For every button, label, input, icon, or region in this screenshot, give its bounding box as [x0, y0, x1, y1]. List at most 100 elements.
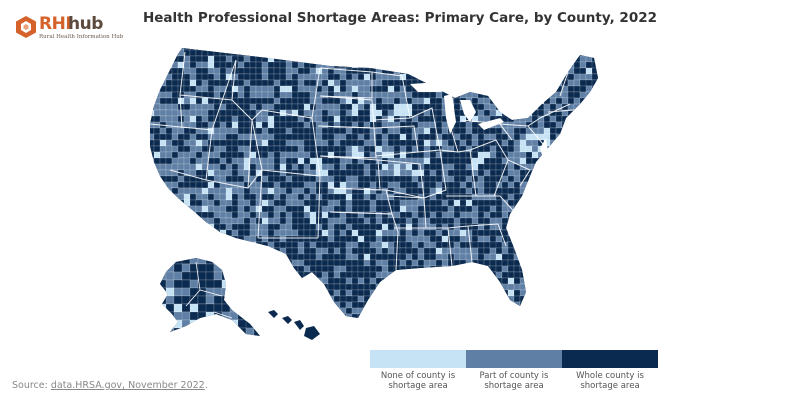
county-cell: [573, 79, 581, 87]
county-cell: [255, 259, 263, 267]
county-cell: [555, 313, 569, 318]
county-cell: [387, 48, 401, 51]
county-cell: [231, 283, 245, 291]
county-cell: [399, 67, 407, 75]
county-cell: [579, 241, 593, 249]
county-cell: [424, 320, 436, 326]
county-cell: [291, 175, 299, 183]
county-cell: [237, 127, 245, 135]
county-cell: [483, 91, 497, 99]
county-cell: [261, 217, 269, 225]
county-cell: [597, 217, 598, 225]
county-cell: [483, 79, 497, 87]
county-cell: [267, 277, 281, 285]
county-cell: [573, 145, 587, 153]
county-cell: [417, 253, 425, 261]
county-cell: [225, 295, 233, 303]
county-cell: [453, 289, 461, 297]
county-cell: [195, 115, 203, 123]
county-cell: [267, 181, 275, 189]
county-cell: [447, 61, 461, 69]
county-cell: [399, 211, 407, 219]
county-cell: [249, 151, 257, 159]
county-cell: [579, 259, 587, 267]
county-cell: [297, 313, 305, 318]
county-cell: [435, 73, 443, 81]
county-cell: [150, 223, 155, 231]
county-cell: [195, 157, 203, 165]
county-cell: [507, 229, 515, 237]
county-cell: [483, 313, 491, 318]
county-cell: [150, 121, 155, 129]
county-cell: [513, 67, 521, 75]
county-cell: [561, 115, 575, 123]
county-cell: [213, 67, 221, 75]
county-cell: [279, 115, 287, 123]
county-cell: [501, 67, 509, 75]
county-cell: [154, 320, 160, 326]
county-cell: [303, 241, 311, 249]
county-cell: [549, 283, 557, 291]
county-cell: [543, 193, 557, 201]
county-cell: [417, 48, 425, 51]
county-cell: [411, 121, 419, 129]
county-cell: [205, 258, 215, 265]
county-cell: [567, 271, 581, 279]
county-cell: [165, 151, 173, 159]
county-cell: [447, 175, 455, 183]
county-cell: [579, 253, 593, 261]
county-cell: [573, 91, 581, 99]
county-cell: [495, 241, 503, 249]
county-cell: [315, 181, 323, 189]
county-cell: [591, 301, 598, 309]
county-cell: [507, 295, 515, 303]
county-cell: [471, 313, 485, 318]
county-cell: [567, 187, 581, 195]
county-cell: [237, 187, 245, 195]
county-cell: [159, 253, 167, 261]
county-cell: [555, 115, 563, 123]
county-cell: [555, 259, 563, 267]
county-cell: [459, 235, 467, 243]
county-cell: [591, 217, 598, 225]
county-cell: [435, 283, 443, 291]
county-cell: [346, 320, 352, 326]
county-cell: [351, 48, 365, 51]
county-cell: [489, 85, 497, 93]
county-cell: [579, 139, 587, 147]
county-cell: [531, 247, 539, 255]
rhihub-logo[interactable]: RHI hub Rural Health Information Hub: [14, 12, 124, 42]
county-cell: [435, 307, 449, 315]
county-cell: [220, 320, 226, 326]
county-cell: [537, 217, 545, 225]
county-cell: [375, 313, 383, 318]
county-cell: [243, 313, 251, 318]
county-cell: [327, 127, 335, 135]
county-cell: [537, 265, 545, 273]
county-cell: [213, 199, 221, 207]
county-cell: [423, 61, 431, 69]
county-cell: [213, 193, 221, 201]
county-cell: [303, 277, 311, 285]
source-link[interactable]: data.HRSA.gov, November 2022: [50, 380, 205, 391]
county-cell: [585, 91, 598, 99]
county-cell: [573, 163, 581, 171]
county-cell: [531, 283, 539, 291]
county-cell: [243, 289, 251, 297]
county-cell: [561, 175, 569, 183]
county-cell: [237, 235, 245, 243]
county-cell: [525, 61, 533, 69]
county-cell: [423, 235, 431, 243]
county-cell: [423, 133, 431, 141]
county-cell: [369, 97, 377, 105]
county-cell: [291, 259, 299, 267]
county-cell: [543, 259, 551, 267]
county-cell: [585, 127, 593, 135]
county-cell: [253, 311, 260, 321]
county-cell: [363, 145, 371, 153]
county-cell: [159, 169, 167, 177]
county-cell: [327, 55, 335, 63]
county-cell: [489, 247, 497, 255]
county-cell: [453, 91, 461, 99]
